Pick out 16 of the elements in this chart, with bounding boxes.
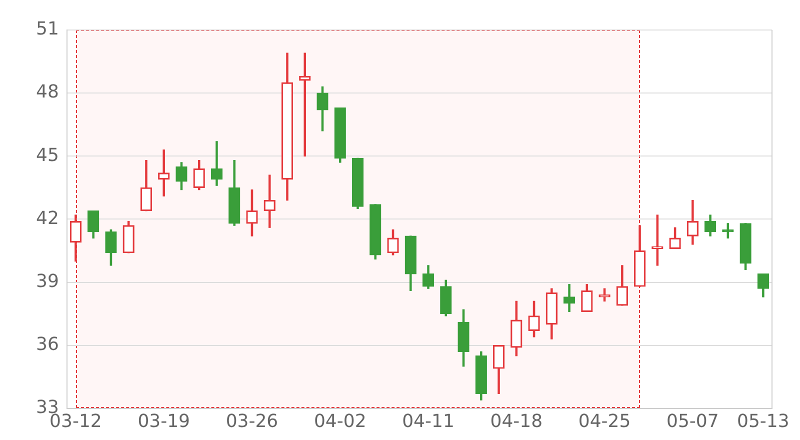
y-tick-label: 42 xyxy=(36,208,59,229)
x-tick-label: 04-25 xyxy=(578,410,631,432)
y-tick-label: 36 xyxy=(36,334,59,356)
y-tick-label: 48 xyxy=(36,82,59,103)
x-tick-label: 04-18 xyxy=(490,410,543,432)
y-tick-label: 45 xyxy=(36,144,59,166)
y-tick-label: 39 xyxy=(36,270,59,292)
x-tick-label: 04-02 xyxy=(314,410,366,432)
candlestick xyxy=(299,52,311,156)
candlestick xyxy=(158,149,170,196)
x-tick-label: 03-26 xyxy=(226,410,278,432)
x-tick-label: 04-11 xyxy=(402,410,454,432)
x-tick-label: 05-13 xyxy=(737,410,790,432)
x-tick-label: 05-07 xyxy=(666,410,719,432)
y-tick-label: 51 xyxy=(36,18,59,40)
x-tick-label: 03-19 xyxy=(138,410,190,432)
